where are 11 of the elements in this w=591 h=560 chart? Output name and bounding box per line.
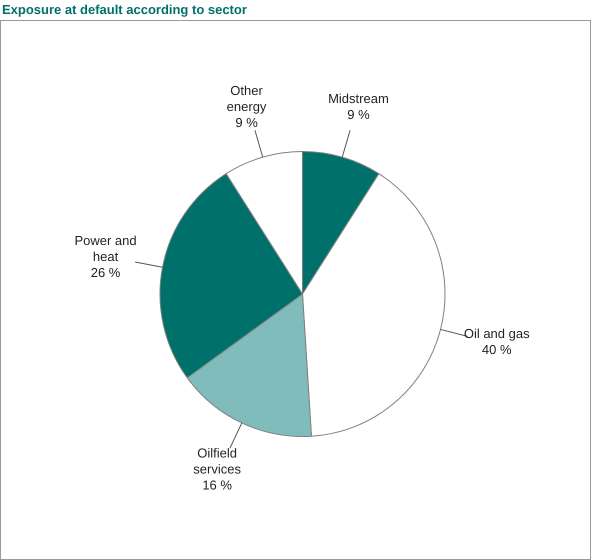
data-label: 16 % [202,478,232,493]
data-label: 40 % [482,342,512,357]
data-label: 26 % [90,265,121,280]
slice-label: Power and heat [74,233,137,264]
chart-title: Exposure at default according to sector [2,2,247,17]
slice-label: Oilfield services [193,446,242,477]
slice-label: Other energy [226,82,267,114]
data-label: 9 % [347,106,370,122]
slice-label: Oil and gas [464,326,530,341]
data-label: 9 % [235,114,258,130]
slice-label: Midstream [328,90,389,106]
